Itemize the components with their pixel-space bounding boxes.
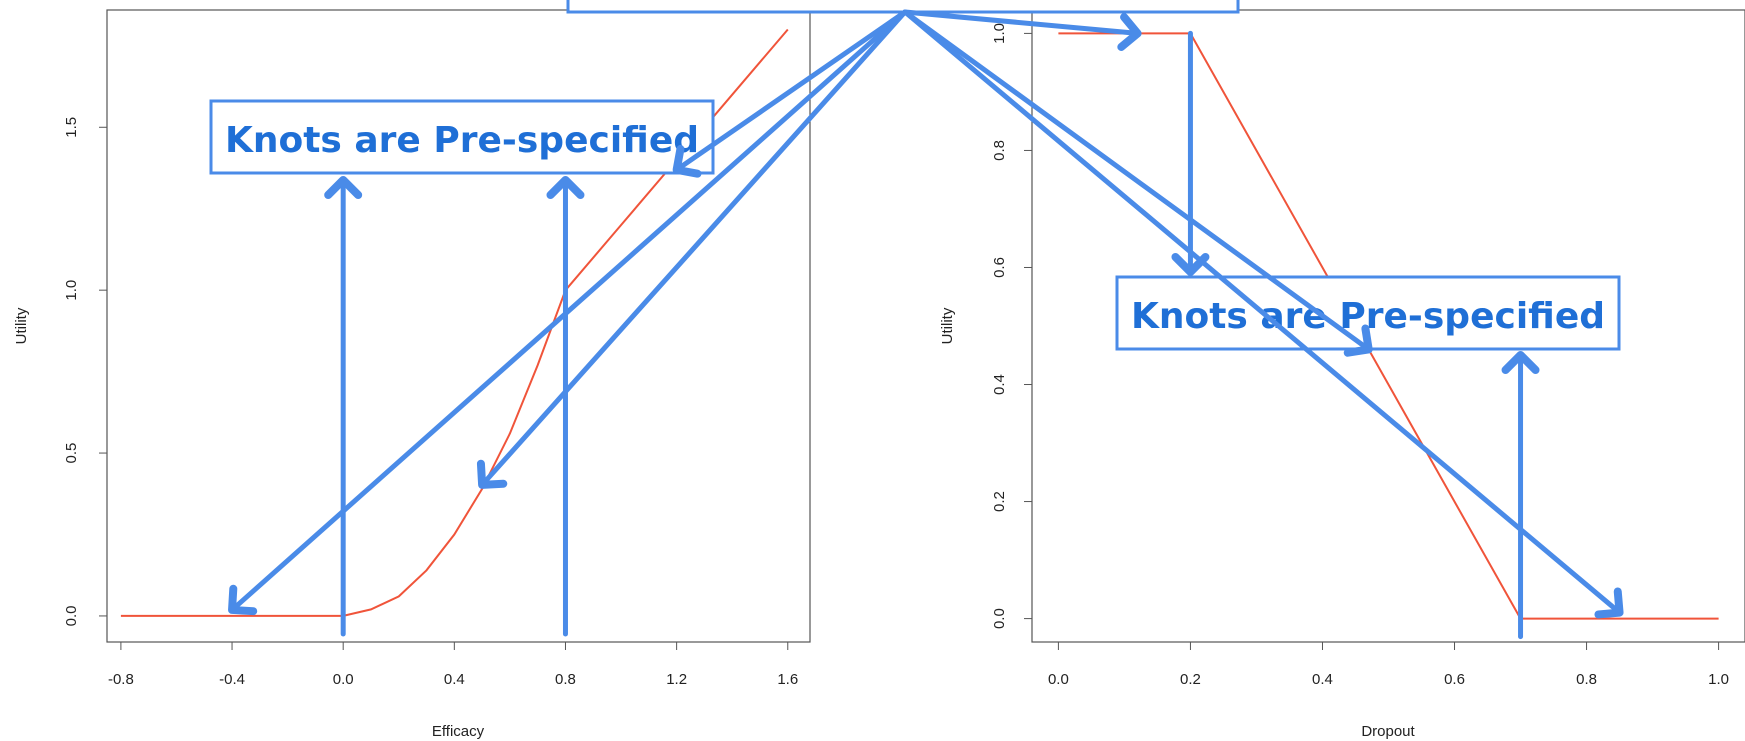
x-tick-label: 0.2 bbox=[1180, 671, 1201, 688]
annotation-arrow bbox=[672, 9, 908, 178]
arrow-layer bbox=[228, 9, 1624, 640]
x-tick-label: 0.0 bbox=[333, 671, 354, 688]
efficacy-utility-plot: -0.8 -0.4 0.0 0.4 0.8 1.2 1.6 0.0 0.5 1.0 1.5 Effi… bbox=[13, 9, 811, 740]
plot-frame bbox=[1031, 9, 1745, 643]
y-tick-label: 0.4 bbox=[991, 374, 1008, 395]
annotation-arrow bbox=[476, 9, 908, 489]
x-tick-label: 0.4 bbox=[444, 671, 465, 688]
tick-layer: -0.8 -0.4 0.0 0.4 0.8 1.2 1.6 0.0 0.5 1.0 1.5 bbox=[63, 117, 798, 688]
annotation-arrow bbox=[902, 9, 1142, 51]
y-tick-label: 0.2 bbox=[991, 491, 1008, 512]
x-tick-label: 0.8 bbox=[555, 671, 576, 688]
y-tick-label: 0.8 bbox=[991, 140, 1008, 161]
plot-frame bbox=[106, 9, 811, 643]
y-tick-label: 0.6 bbox=[991, 257, 1008, 278]
y-axis-title: Utility bbox=[13, 307, 30, 344]
knot-label-left: Knots are Pre-specified bbox=[225, 120, 699, 161]
y-tick-label: 1.5 bbox=[63, 117, 80, 138]
y-axis-title: Utility bbox=[939, 307, 956, 344]
tick-layer: 0.0 0.2 0.4 0.6 0.8 1.0 0.0 0.2 0.4 0.6 0.8 1.0 bbox=[991, 23, 1729, 688]
knot-label-right: Knots are Pre-specified bbox=[1131, 296, 1605, 337]
annotation-arrow bbox=[902, 9, 1373, 357]
annotation-layer: Knots are Pre-specified Knots are Pre-sp… bbox=[209, 0, 1624, 640]
annotation-arrow bbox=[902, 9, 1624, 619]
x-tick-label: 0.0 bbox=[1048, 671, 1069, 688]
x-axis-title: Efficacy bbox=[432, 723, 485, 740]
y-tick-label: 1.0 bbox=[63, 280, 80, 301]
x-tick-label: -0.4 bbox=[219, 671, 245, 688]
y-tick-label: 0.0 bbox=[63, 606, 80, 627]
top-callout-box bbox=[566, 0, 1240, 14]
x-tick-label: 0.4 bbox=[1312, 671, 1333, 688]
knot-label-box-left bbox=[209, 99, 715, 175]
y-tick-label: 0.5 bbox=[63, 443, 80, 464]
x-tick-label: 1.6 bbox=[777, 671, 798, 688]
x-tick-label: -0.8 bbox=[108, 671, 134, 688]
x-tick-label: 0.8 bbox=[1576, 671, 1597, 688]
y-tick-label: 1.0 bbox=[991, 23, 1008, 44]
efficacy-utility-curve bbox=[120, 28, 789, 617]
x-tick-label: 1.0 bbox=[1708, 671, 1729, 688]
x-tick-label: 0.6 bbox=[1444, 671, 1465, 688]
x-tick-label: 1.2 bbox=[666, 671, 687, 688]
x-axis-title: Dropout bbox=[1361, 723, 1415, 740]
y-tick-label: 0.0 bbox=[991, 608, 1008, 629]
dropout-utility-plot: 0.0 0.2 0.4 0.6 0.8 1.0 0.0 0.2 0.4 0.6 0.8 1.0 Dro… bbox=[939, 9, 1745, 740]
